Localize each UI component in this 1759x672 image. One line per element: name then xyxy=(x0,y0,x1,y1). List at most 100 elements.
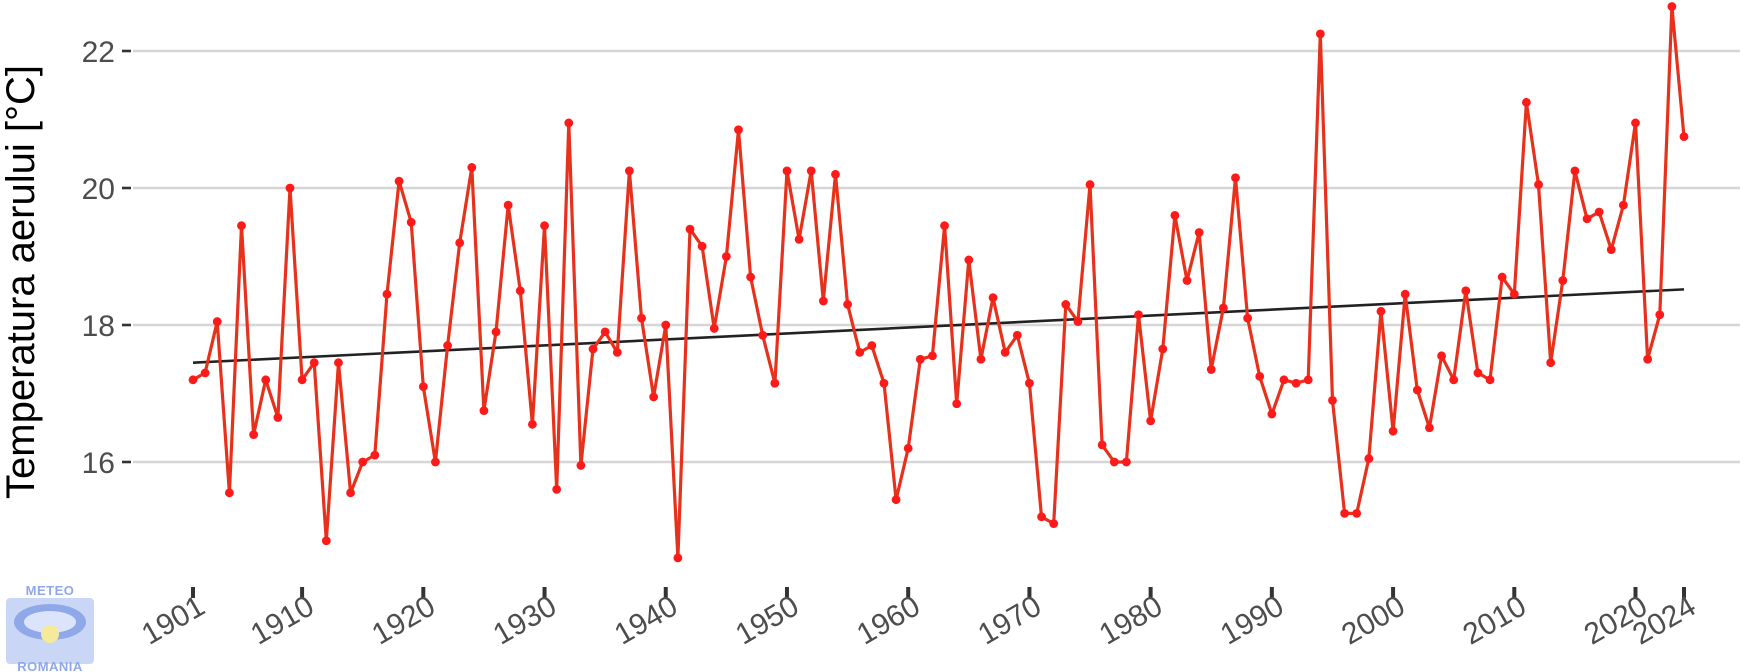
data-point-1924 xyxy=(467,163,477,172)
data-point-1952 xyxy=(806,166,816,176)
y-tick-label-22: 22 xyxy=(82,36,115,69)
meteo-romania-logo: METEO ROMANIA xyxy=(6,583,94,672)
data-point-1984 xyxy=(1194,228,1204,237)
trend-line xyxy=(192,288,1685,364)
data-point-2022 xyxy=(1655,310,1665,320)
data-point-1927 xyxy=(503,200,513,210)
x-tick-label-1980: 1980 xyxy=(1094,589,1168,651)
data-point-1934 xyxy=(588,344,598,354)
data-point-2010 xyxy=(1509,289,1519,299)
x-tick-label-1970: 1970 xyxy=(973,589,1047,651)
data-point-2014 xyxy=(1558,276,1568,285)
data-point-2012 xyxy=(1534,180,1543,189)
data-point-2008 xyxy=(1485,375,1495,385)
data-point-1957 xyxy=(867,341,877,350)
data-point-1965 xyxy=(964,255,974,265)
x-tick-label-1930: 1930 xyxy=(488,589,562,651)
data-point-2013 xyxy=(1546,358,1556,368)
data-point-1902 xyxy=(200,368,210,378)
data-point-1973 xyxy=(1061,300,1071,309)
data-point-1937 xyxy=(624,166,634,176)
data-point-1907 xyxy=(261,375,271,385)
data-point-2001 xyxy=(1400,289,1410,299)
data-point-1916 xyxy=(370,450,380,460)
x-tick-label-1960: 1960 xyxy=(851,589,925,651)
data-point-2007 xyxy=(1473,368,1483,378)
data-point-2000 xyxy=(1388,426,1398,436)
data-point-1941 xyxy=(673,553,683,563)
data-point-1917 xyxy=(382,289,392,299)
data-point-1989 xyxy=(1255,371,1265,381)
data-point-1999 xyxy=(1376,306,1386,316)
data-point-1905 xyxy=(237,221,246,231)
data-point-1929 xyxy=(528,419,537,429)
y-axis-title: Temperatura aerului [°C] xyxy=(0,65,43,499)
data-point-1960 xyxy=(903,443,913,453)
data-point-2016 xyxy=(1582,214,1592,224)
data-point-1956 xyxy=(855,348,865,357)
data-point-2003 xyxy=(1425,423,1434,433)
data-point-1953 xyxy=(818,296,828,306)
y-tick-label-18: 18 xyxy=(82,310,115,343)
x-tick-label-1950: 1950 xyxy=(730,589,804,651)
data-point-1947 xyxy=(746,272,756,282)
data-point-1983 xyxy=(1182,276,1192,285)
data-point-1946 xyxy=(734,125,743,135)
grid-lines xyxy=(133,49,1740,464)
data-point-1978 xyxy=(1121,457,1131,467)
data-point-1959 xyxy=(891,495,901,505)
data-point-1949 xyxy=(770,378,780,388)
x-tick-label-1910: 1910 xyxy=(245,589,319,651)
data-point-1997 xyxy=(1352,508,1362,518)
data-point-1995 xyxy=(1328,395,1337,405)
data-point-1967 xyxy=(988,293,998,302)
y-tick-label-16: 16 xyxy=(82,447,115,480)
data-point-1921 xyxy=(431,457,440,467)
data-point-1994 xyxy=(1315,29,1325,39)
data-point-1975 xyxy=(1085,180,1095,189)
data-point-1933 xyxy=(576,461,586,470)
x-tick-label-1940: 1940 xyxy=(609,589,683,651)
data-point-1931 xyxy=(552,485,562,494)
data-point-1977 xyxy=(1109,457,1119,467)
x-tick-label-1920: 1920 xyxy=(367,589,441,651)
data-point-1992 xyxy=(1291,378,1301,388)
data-point-1998 xyxy=(1364,454,1374,463)
data-point-1954 xyxy=(831,169,840,179)
data-point-1915 xyxy=(358,457,368,467)
data-point-1955 xyxy=(843,300,852,309)
data-point-1926 xyxy=(491,327,501,337)
data-point-1972 xyxy=(1049,519,1059,529)
data-point-1923 xyxy=(455,238,465,248)
data-point-1906 xyxy=(249,430,259,439)
x-tick-label-1901: 1901 xyxy=(136,589,210,651)
x-tick-label-2000: 2000 xyxy=(1336,589,1410,651)
data-point-1939 xyxy=(649,392,659,402)
data-point-1958 xyxy=(879,378,889,388)
data-point-2009 xyxy=(1497,272,1507,282)
logo-bottom-text: ROMANIA xyxy=(17,659,83,672)
data-point-1961 xyxy=(915,354,925,364)
data-point-1911 xyxy=(309,358,319,368)
logo-oval-inner xyxy=(24,611,76,633)
data-point-1942 xyxy=(685,224,695,234)
data-point-1912 xyxy=(321,536,331,546)
data-point-2011 xyxy=(1522,97,1531,107)
data-point-1935 xyxy=(600,327,610,337)
data-point-1928 xyxy=(515,286,525,296)
series-group xyxy=(188,2,1689,563)
data-point-1944 xyxy=(709,324,719,333)
data-point-1987 xyxy=(1231,173,1240,183)
logo-top-text: METEO xyxy=(26,583,75,598)
x-tick-label-1990: 1990 xyxy=(1215,589,1289,651)
data-point-1963 xyxy=(940,221,949,231)
data-point-1904 xyxy=(224,488,234,498)
data-point-1932 xyxy=(564,118,574,128)
data-point-2004 xyxy=(1437,351,1446,361)
data-point-1909 xyxy=(285,183,295,193)
data-point-1901 xyxy=(188,375,198,385)
data-point-1979 xyxy=(1134,310,1143,320)
data-point-2021 xyxy=(1643,354,1653,364)
data-point-1988 xyxy=(1243,313,1253,323)
x-axis: 1901 1910 1920 1930 1940 1950 1960 1970 1980 1990… xyxy=(136,587,1702,651)
